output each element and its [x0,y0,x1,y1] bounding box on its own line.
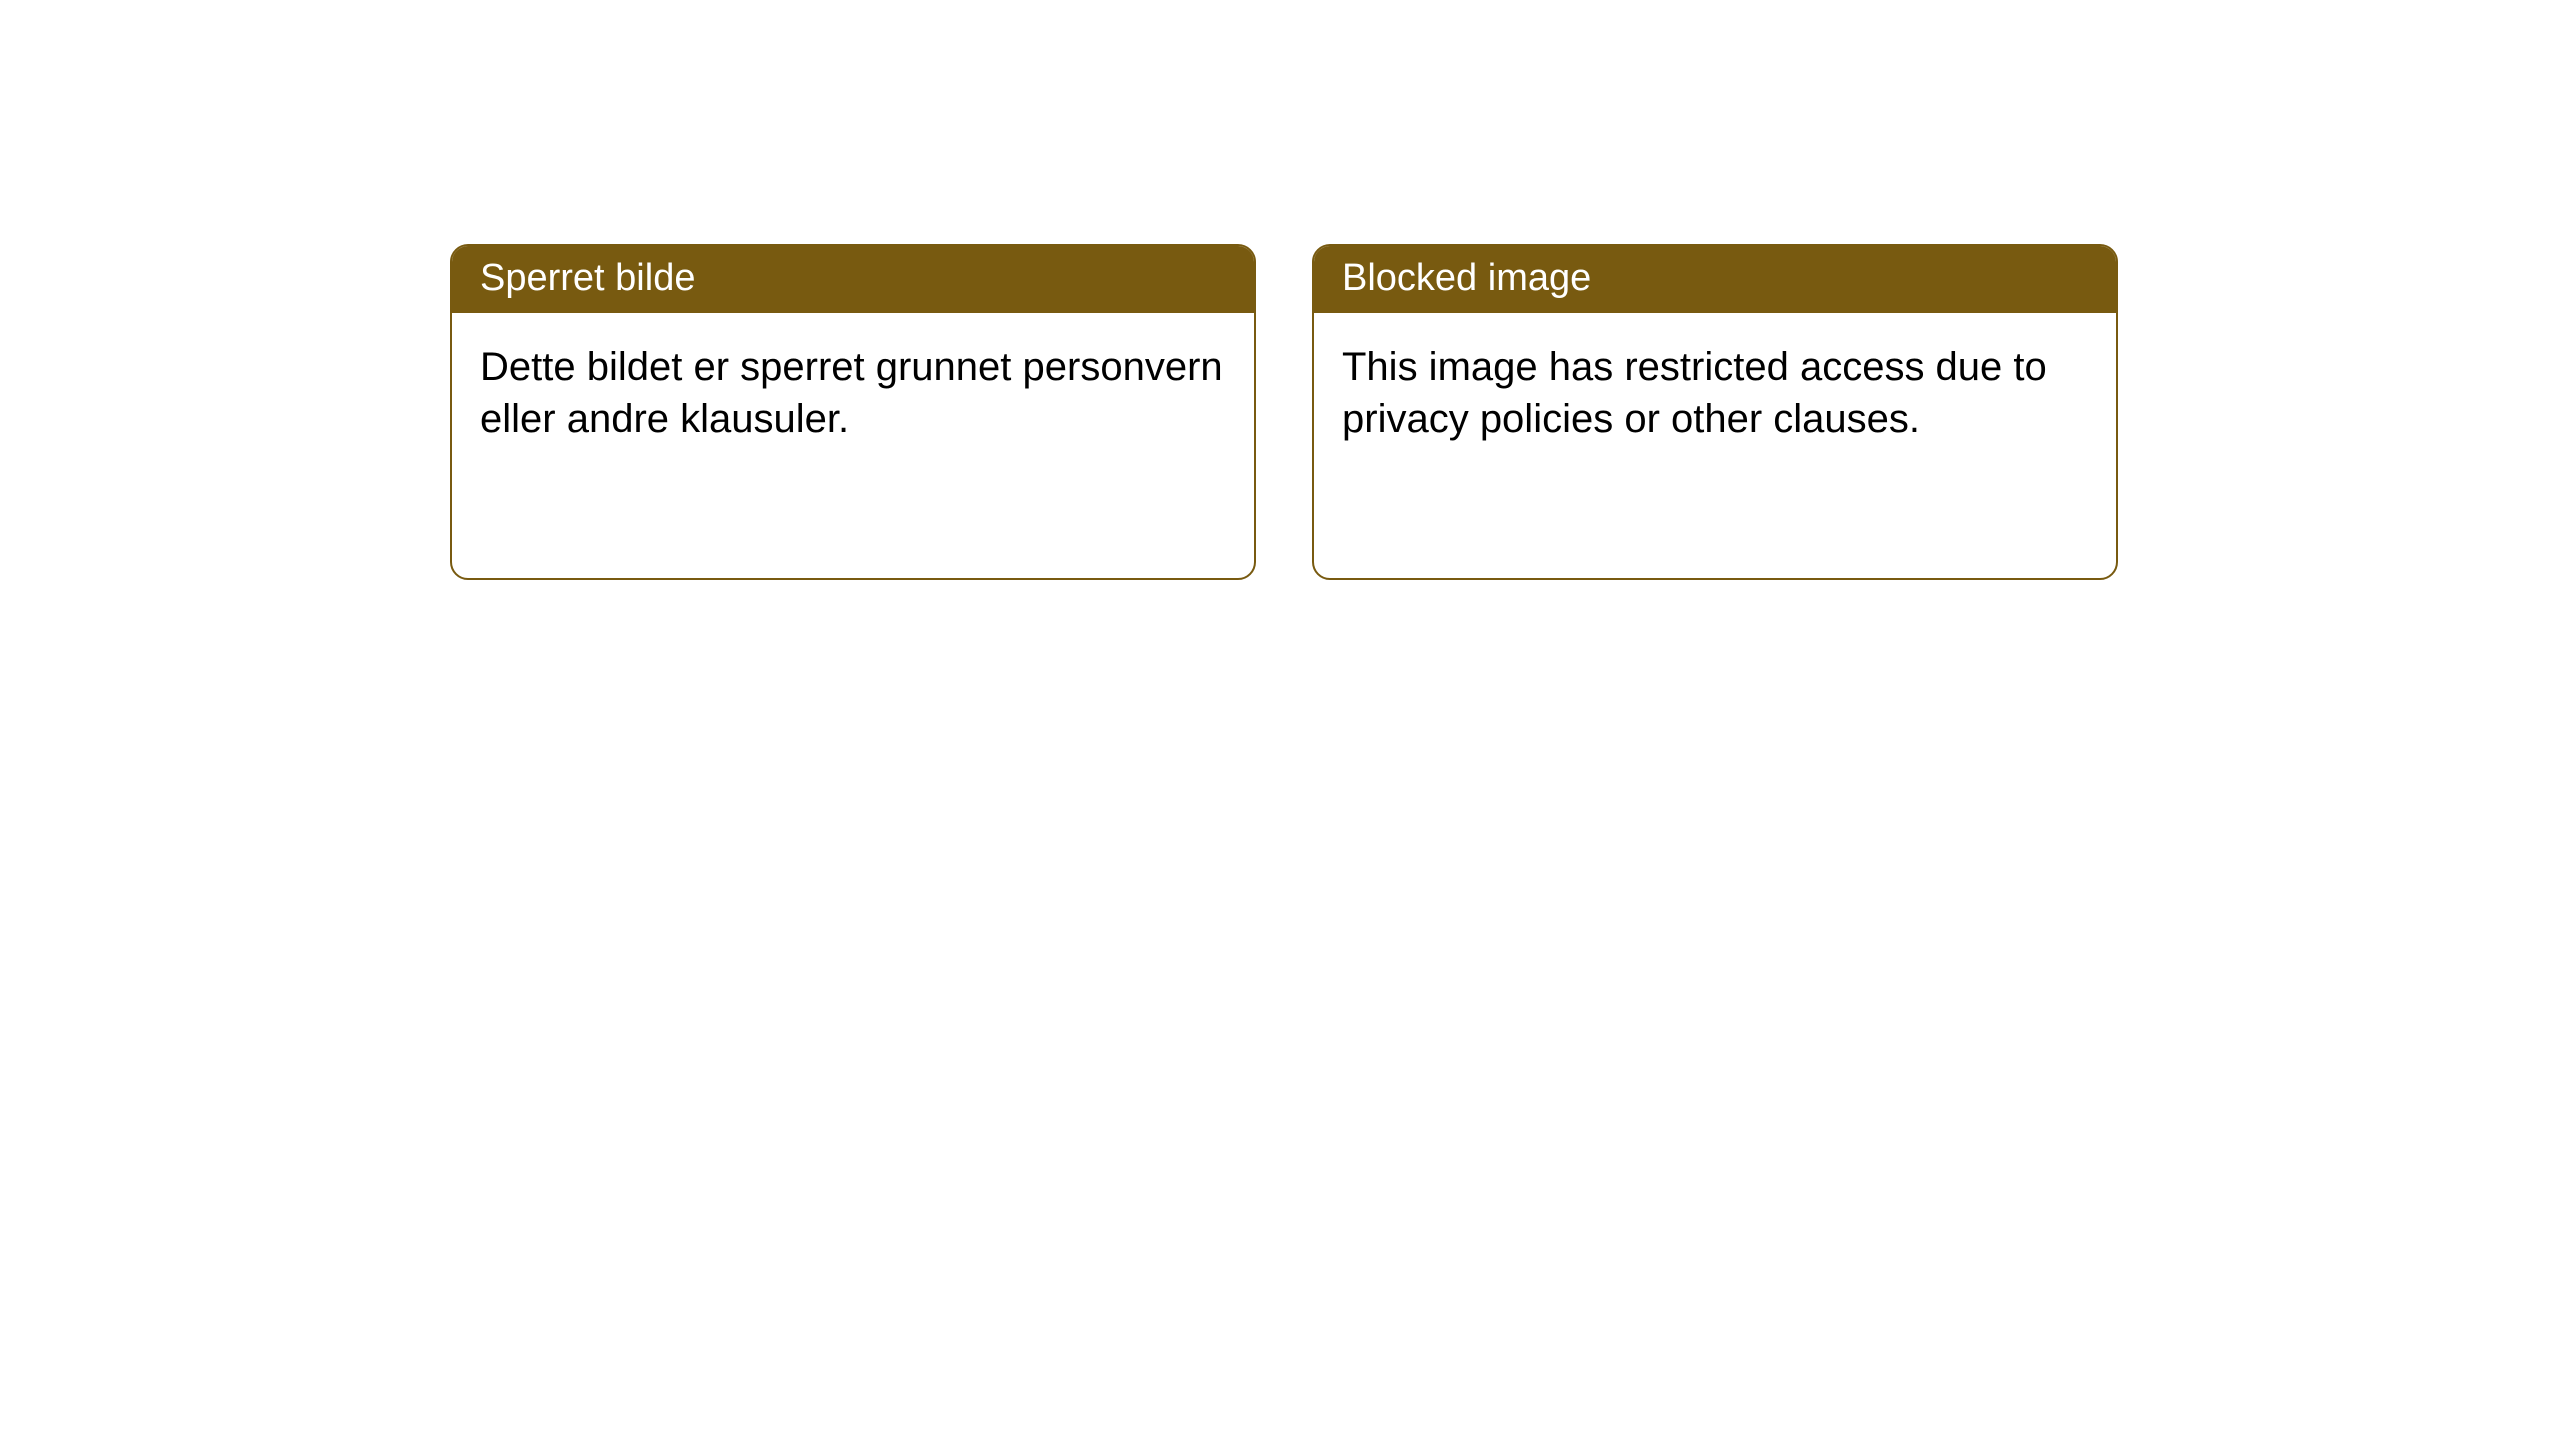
notice-container: Sperret bilde Dette bildet er sperret gr… [0,0,2560,580]
notice-header: Sperret bilde [452,246,1254,313]
notice-title: Sperret bilde [480,257,695,299]
notice-box-english: Blocked image This image has restricted … [1312,244,2118,580]
notice-text: This image has restricted access due to … [1342,345,2047,441]
notice-body: This image has restricted access due to … [1314,313,2116,473]
notice-body: Dette bildet er sperret grunnet personve… [452,313,1254,473]
notice-text: Dette bildet er sperret grunnet personve… [480,345,1223,441]
notice-box-norwegian: Sperret bilde Dette bildet er sperret gr… [450,244,1256,580]
notice-title: Blocked image [1342,257,1591,299]
notice-header: Blocked image [1314,246,2116,313]
